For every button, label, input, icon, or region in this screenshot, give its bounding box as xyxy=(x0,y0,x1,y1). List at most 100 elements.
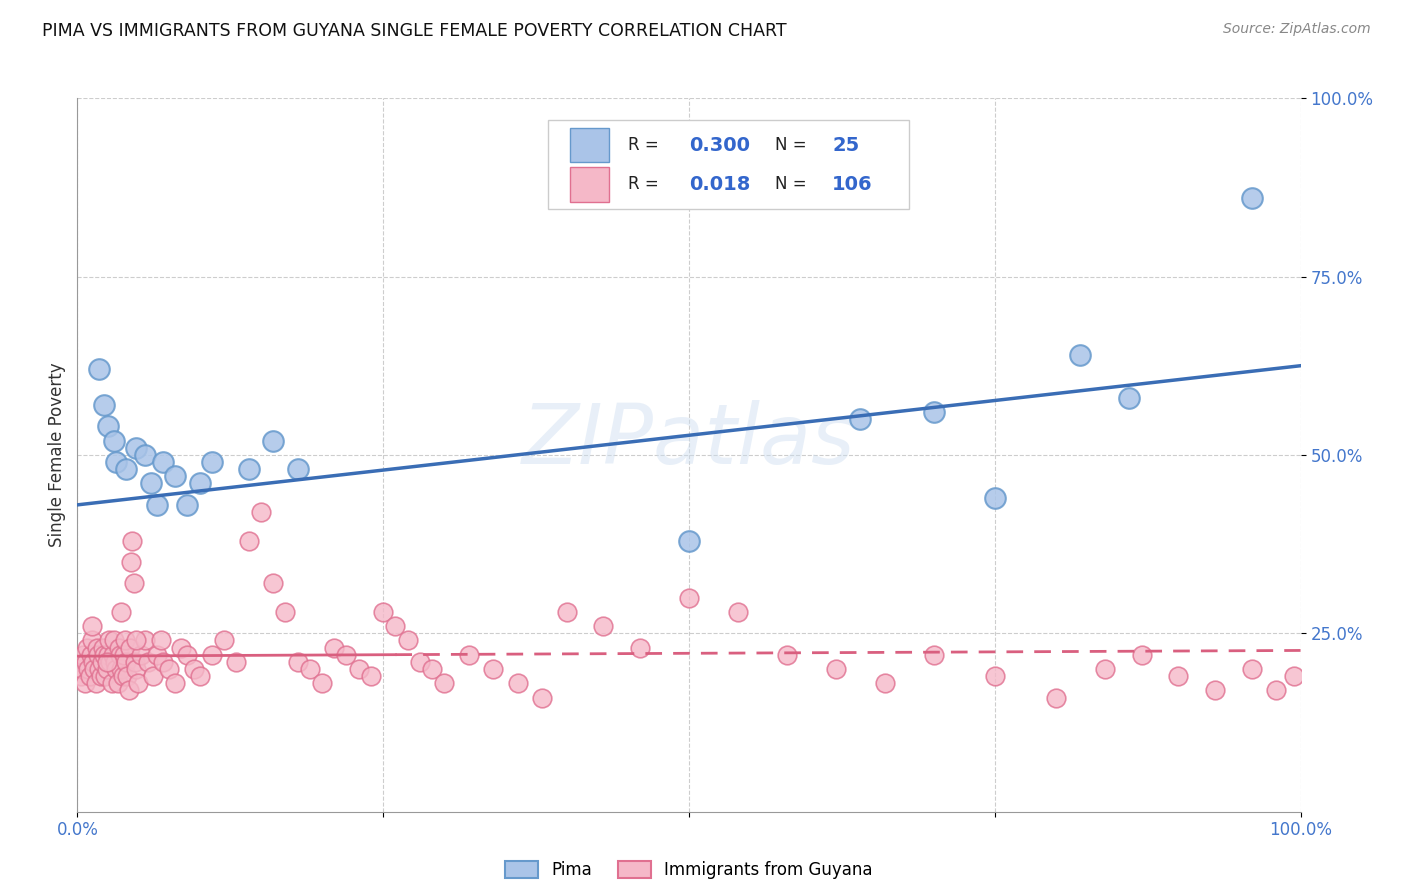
Point xyxy=(70,662,93,676)
Point xyxy=(125,633,148,648)
Point xyxy=(922,648,945,662)
Point xyxy=(360,669,382,683)
Point xyxy=(165,469,187,483)
Legend: Pima, Immigrants from Guyana: Pima, Immigrants from Guyana xyxy=(499,854,879,886)
Point xyxy=(157,662,180,676)
Point xyxy=(107,676,129,690)
Point xyxy=(103,434,125,448)
Point xyxy=(298,662,321,676)
Point xyxy=(125,662,148,676)
Point xyxy=(188,476,211,491)
Point xyxy=(75,655,97,669)
Point xyxy=(118,640,141,655)
Point xyxy=(274,605,297,619)
Point xyxy=(136,655,159,669)
Point xyxy=(105,455,128,469)
Point xyxy=(142,669,165,683)
Point xyxy=(323,640,346,655)
Point xyxy=(409,655,432,669)
Point xyxy=(170,640,193,655)
Point xyxy=(90,655,112,669)
Point xyxy=(188,669,211,683)
Point xyxy=(82,655,104,669)
Point xyxy=(139,476,162,491)
Point xyxy=(89,662,111,676)
Point xyxy=(1265,683,1288,698)
Point xyxy=(96,655,118,669)
Point xyxy=(678,591,700,605)
Text: R =: R = xyxy=(628,136,658,154)
Point xyxy=(1094,662,1116,676)
Point xyxy=(110,662,132,676)
Point xyxy=(124,655,146,669)
Point xyxy=(93,648,115,662)
Point xyxy=(555,605,578,619)
Point xyxy=(984,491,1007,505)
Point xyxy=(125,441,148,455)
Point xyxy=(152,655,174,669)
Point xyxy=(97,648,120,662)
Point xyxy=(80,633,103,648)
Point xyxy=(1045,690,1067,705)
Point xyxy=(77,662,100,676)
Point xyxy=(1118,391,1140,405)
Text: R =: R = xyxy=(628,176,658,194)
Point xyxy=(1240,191,1263,205)
Point xyxy=(86,640,108,655)
Point xyxy=(91,640,114,655)
Point xyxy=(98,655,121,669)
Point xyxy=(201,455,224,469)
Point xyxy=(873,676,896,690)
Point xyxy=(127,676,149,690)
Point xyxy=(1069,348,1091,362)
Point xyxy=(1167,669,1189,683)
Point xyxy=(212,633,235,648)
Point xyxy=(72,648,94,662)
FancyBboxPatch shape xyxy=(548,120,910,209)
Point xyxy=(104,655,127,669)
Point xyxy=(73,676,96,690)
Point xyxy=(101,648,124,662)
Point xyxy=(824,662,846,676)
Point xyxy=(592,619,614,633)
Point xyxy=(94,669,117,683)
Text: 0.300: 0.300 xyxy=(689,136,749,154)
Point xyxy=(849,412,872,426)
Point xyxy=(531,690,554,705)
Text: 25: 25 xyxy=(832,136,859,154)
Point xyxy=(776,648,799,662)
Point xyxy=(628,640,651,655)
Point xyxy=(89,362,111,376)
Point xyxy=(117,669,139,683)
Point xyxy=(1130,648,1153,662)
Point xyxy=(238,462,260,476)
Point xyxy=(103,633,125,648)
Point xyxy=(922,405,945,419)
Point xyxy=(121,533,143,548)
Point xyxy=(105,662,128,676)
Point xyxy=(97,419,120,434)
Point xyxy=(678,533,700,548)
Point xyxy=(129,648,152,662)
Text: PIMA VS IMMIGRANTS FROM GUYANA SINGLE FEMALE POVERTY CORRELATION CHART: PIMA VS IMMIGRANTS FROM GUYANA SINGLE FE… xyxy=(42,22,787,40)
Point xyxy=(482,662,505,676)
Point xyxy=(149,633,172,648)
Point xyxy=(76,640,98,655)
Point xyxy=(96,662,118,676)
Point xyxy=(1204,683,1226,698)
Point xyxy=(152,455,174,469)
Point xyxy=(112,648,135,662)
Point xyxy=(70,669,93,683)
Point xyxy=(79,669,101,683)
Text: 0.018: 0.018 xyxy=(689,175,751,194)
Point xyxy=(134,448,156,462)
Point xyxy=(396,633,419,648)
Point xyxy=(90,669,112,683)
Point xyxy=(727,605,749,619)
Point xyxy=(311,676,333,690)
Point xyxy=(114,633,136,648)
Point xyxy=(238,533,260,548)
Point xyxy=(287,655,309,669)
Point xyxy=(118,683,141,698)
Point xyxy=(83,662,105,676)
